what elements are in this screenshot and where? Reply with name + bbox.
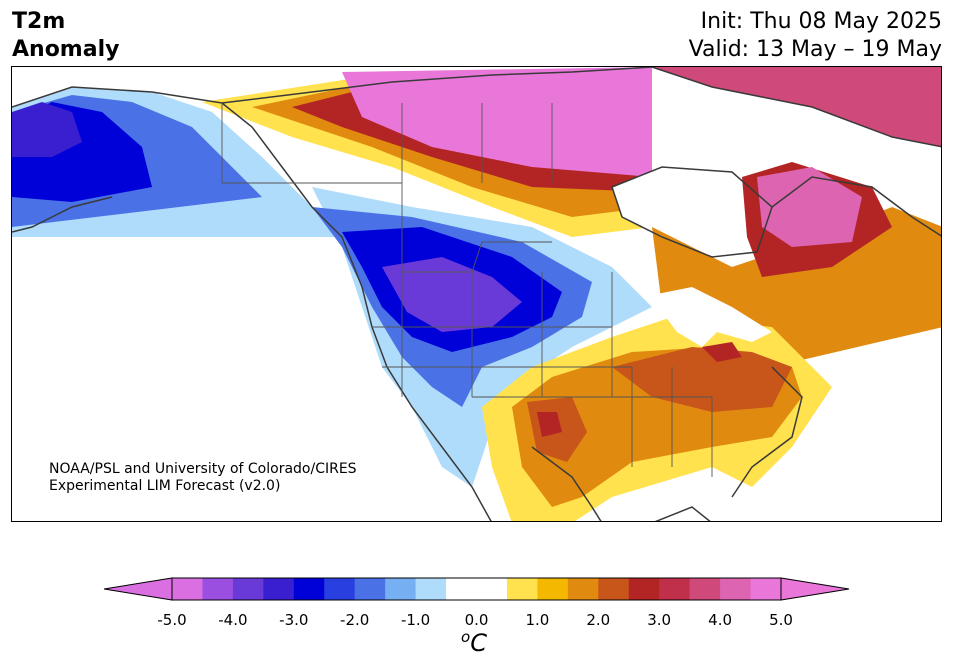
- colorbar-swatch: [446, 578, 477, 600]
- cold-region-alaska-4: [12, 102, 82, 157]
- colorbar-swatch: [628, 578, 660, 600]
- colorbar-tick-label: -5.0: [157, 611, 187, 629]
- colorbar-extend-left: [104, 577, 173, 601]
- colorbar-swatch: [385, 578, 417, 600]
- great-lakes: [642, 287, 772, 347]
- hudson-bay: [612, 167, 772, 257]
- colorbar-swatches: [172, 578, 782, 600]
- warm-region-greenland: [652, 67, 941, 147]
- units-degree: o: [461, 628, 471, 646]
- colorbar-outline: [171, 577, 782, 601]
- colorbar-swatch: [476, 578, 508, 600]
- warm-band-arctic-4: [342, 67, 652, 177]
- colorbar-tick-label: -2.0: [340, 611, 370, 629]
- colorbar-extend-right: [780, 577, 850, 601]
- coastlines: [12, 67, 941, 521]
- colorbar-tick-label: 2.0: [586, 611, 611, 629]
- valid-range: Valid: 13 May – 19 May: [688, 37, 942, 62]
- anomaly-map: [12, 67, 941, 521]
- colorbar-swatch: [324, 578, 356, 600]
- warm-region-ohio: [702, 342, 742, 362]
- colorbar-tick-label: 5.0: [769, 611, 793, 629]
- init-date: Init: Thu 08 May 2025: [700, 9, 942, 34]
- colorbar-swatch: [659, 578, 691, 600]
- colorbar-swatch: [689, 578, 721, 600]
- colorbar-tick-label: -1.0: [400, 611, 431, 629]
- title-line-variable: T2m: [12, 9, 66, 34]
- colorbar-swatch: [567, 578, 599, 600]
- colorbar-swatch: [750, 578, 782, 600]
- map-title: T2m Anomaly: [12, 8, 119, 64]
- colorbar-swatch: [293, 578, 325, 600]
- colorbar-tick-label: -3.0: [279, 611, 309, 629]
- cold-region-west-4: [382, 257, 522, 332]
- colorbar-tick-label: -4.0: [218, 611, 248, 629]
- credit-line-2: Experimental LIM Forecast (v2.0): [49, 478, 281, 494]
- colorbar-swatch: [263, 578, 295, 600]
- colorbar-swatch: [415, 578, 447, 600]
- colorbar-tick-label: 1.0: [525, 611, 550, 629]
- forecast-dates: Init: Thu 08 May 2025 Valid: 13 May – 19…: [689, 8, 942, 64]
- credit-line-1: NOAA/PSL and University of Colorado/CIRE…: [49, 461, 357, 477]
- colorbar-units: oC: [461, 628, 487, 657]
- colorbar-swatch: [598, 578, 630, 600]
- colorbar-swatch: [172, 578, 203, 600]
- colorbar-swatch: [232, 578, 264, 600]
- warm-region-east-3: [612, 347, 792, 412]
- map-panel: [11, 66, 942, 522]
- title-line-type: Anomaly: [12, 37, 120, 62]
- colorbar-tick-label: 3.0: [647, 611, 672, 629]
- colorbar-tick-label: 4.0: [708, 611, 733, 629]
- units-letter: C: [470, 629, 487, 657]
- colorbar-swatch: [537, 578, 569, 600]
- credit-text: NOAA/PSL and University of Colorado/CIRE…: [49, 461, 357, 495]
- colorbar-swatch: [720, 578, 752, 600]
- colorbar-tick-label: 0.0: [464, 611, 489, 629]
- colorbar-swatch: [506, 578, 538, 600]
- warm-region-quebec-3: [757, 167, 862, 247]
- colorbar-swatch: [354, 578, 386, 600]
- colorbar: [104, 577, 850, 601]
- warm-region-texas-core: [537, 412, 562, 437]
- state-borders: [221, 103, 713, 477]
- colorbar-swatch: [202, 578, 234, 600]
